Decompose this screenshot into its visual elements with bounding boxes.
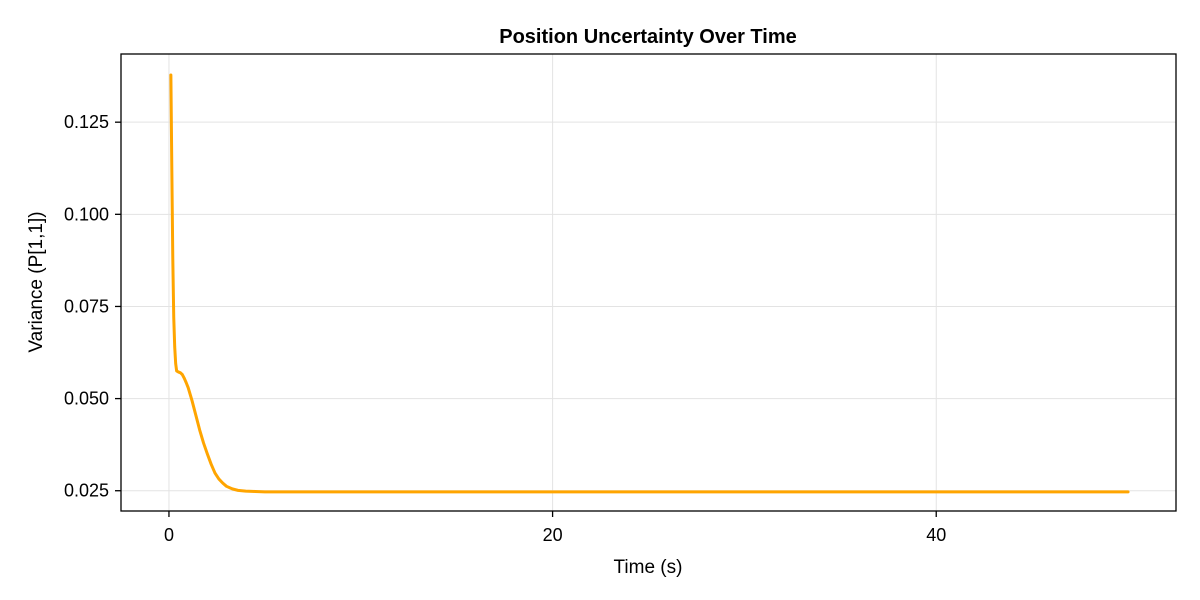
grid xyxy=(121,54,1176,511)
y-tick-label: 0.025 xyxy=(64,481,109,501)
y-tick-label: 0.050 xyxy=(64,389,109,409)
chart-title: Position Uncertainty Over Time xyxy=(499,26,797,48)
x-tick-label: 40 xyxy=(926,525,946,545)
x-axis-label: Time (s) xyxy=(614,557,683,578)
y-axis: 0.025 0.050 0.075 0.100 0.125 xyxy=(64,112,121,501)
plot-area xyxy=(169,73,1130,494)
y-tick-label: 0.100 xyxy=(64,204,109,224)
x-axis: 0 20 40 xyxy=(164,511,946,545)
y-tick-label: 0.125 xyxy=(64,112,109,132)
plot-frame xyxy=(120,53,1177,512)
series-line xyxy=(169,73,1130,494)
y-axis-label: Variance (P[1,1]) xyxy=(26,211,47,352)
x-tick-label: 0 xyxy=(164,525,174,545)
y-tick-label: 0.075 xyxy=(64,296,109,316)
x-tick-label: 20 xyxy=(543,525,563,545)
